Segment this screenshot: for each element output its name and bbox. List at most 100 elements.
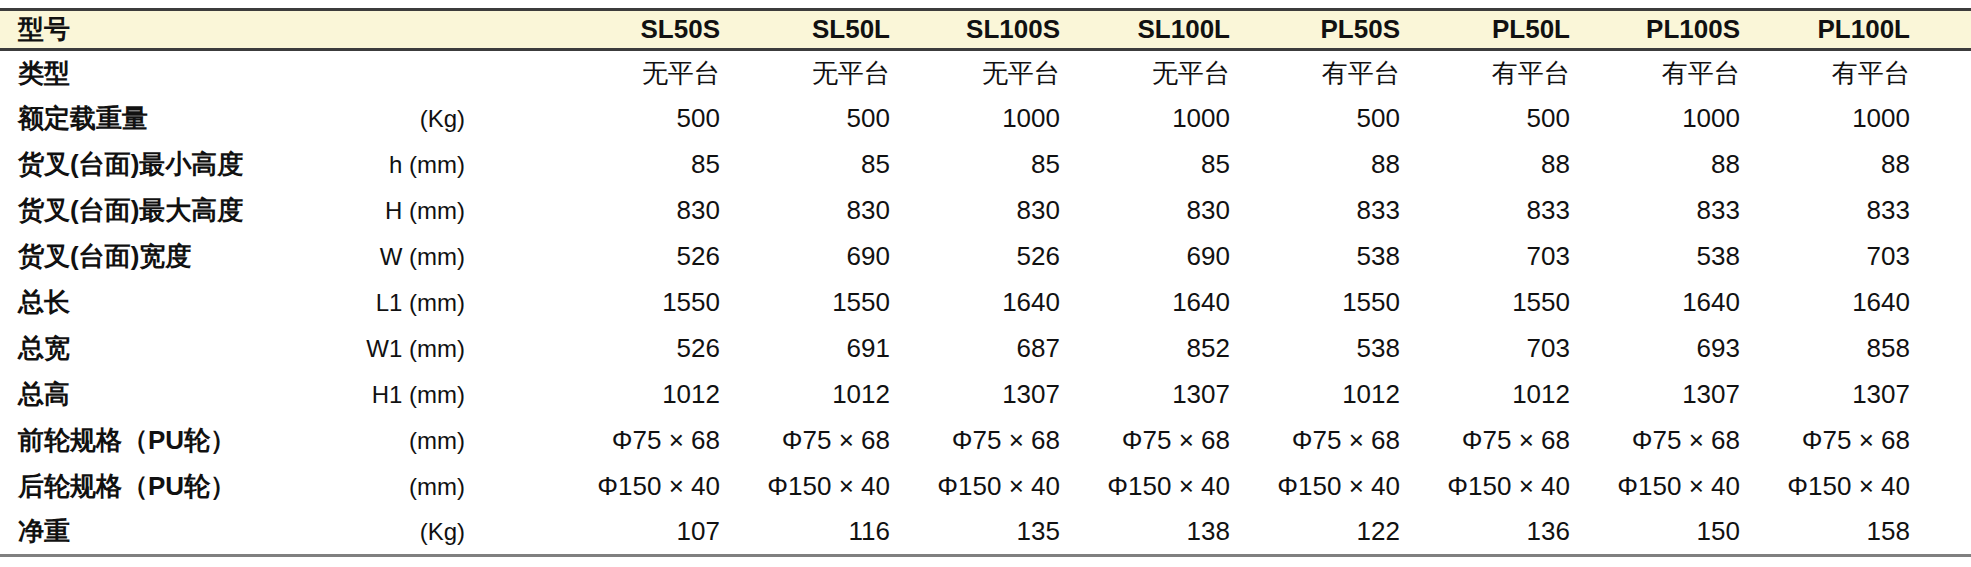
spec-value: Φ75 × 68 (890, 418, 1060, 464)
row-spacer (1910, 142, 1971, 188)
row-spacer (1910, 50, 1971, 96)
table-row: 净重(Kg)107116135138122136150158 (0, 510, 1971, 556)
spec-value: 1640 (890, 280, 1060, 326)
spec-value: 1000 (1570, 96, 1740, 142)
spec-value: 833 (1230, 188, 1400, 234)
spec-value: Φ150 × 40 (1740, 464, 1910, 510)
spec-value: 687 (890, 326, 1060, 372)
table-row: 货叉(台面)宽度W (mm)526690526690538703538703 (0, 234, 1971, 280)
spec-value: 500 (1230, 96, 1400, 142)
table-row: 额定载重量(Kg)5005001000100050050010001000 (0, 96, 1971, 142)
spec-value: 858 (1740, 326, 1910, 372)
spec-sheet: 型号 SL50SSL50LSL100SSL100LPL50SPL50LPL100… (0, 0, 1971, 557)
spec-value: 691 (720, 326, 890, 372)
spec-value: 526 (465, 326, 720, 372)
spec-value: Φ75 × 68 (720, 418, 890, 464)
table-body: 类型无平台无平台无平台无平台有平台有平台有平台有平台额定载重量(Kg)50050… (0, 50, 1971, 556)
spec-label: 总宽 (0, 326, 330, 372)
table-row: 总长L1 (mm)1550155016401640155015501640164… (0, 280, 1971, 326)
spec-value: 1307 (890, 372, 1060, 418)
spec-value: 1640 (1060, 280, 1230, 326)
row-spacer (1910, 280, 1971, 326)
table-row: 类型无平台无平台无平台无平台有平台有平台有平台有平台 (0, 50, 1971, 96)
spec-value: 116 (720, 510, 890, 556)
spec-value: 1012 (1230, 372, 1400, 418)
spec-value: Φ150 × 40 (465, 464, 720, 510)
spec-value: 500 (720, 96, 890, 142)
spec-unit: (mm) (330, 418, 465, 464)
spec-value: 538 (1230, 326, 1400, 372)
spec-value: 85 (720, 142, 890, 188)
spec-value: Φ75 × 68 (1740, 418, 1910, 464)
row-spacer (1910, 96, 1971, 142)
spec-value: Φ75 × 68 (1570, 418, 1740, 464)
spec-value: 88 (1400, 142, 1570, 188)
spec-value: 833 (1400, 188, 1570, 234)
spec-value: 无平台 (1060, 50, 1230, 96)
spec-value: 830 (720, 188, 890, 234)
header-model: SL100S (890, 10, 1060, 50)
spec-value: 538 (1230, 234, 1400, 280)
header-model: PL50S (1230, 10, 1400, 50)
row-spacer (1910, 418, 1971, 464)
spec-value: 1000 (890, 96, 1060, 142)
spec-value: 1307 (1570, 372, 1740, 418)
spec-value: 1012 (720, 372, 890, 418)
spec-value: 1640 (1570, 280, 1740, 326)
spec-value: 有平台 (1570, 50, 1740, 96)
table-row: 总高H1 (mm)1012101213071307101210121307130… (0, 372, 1971, 418)
spec-value: Φ150 × 40 (890, 464, 1060, 510)
spec-value: 690 (1060, 234, 1230, 280)
spec-value: 85 (890, 142, 1060, 188)
header-model-column-title: 型号 (0, 10, 330, 50)
spec-value: 85 (1060, 142, 1230, 188)
spec-value: 有平台 (1400, 50, 1570, 96)
spec-value: 无平台 (720, 50, 890, 96)
spec-value: 830 (1060, 188, 1230, 234)
spec-value: 1307 (1060, 372, 1230, 418)
spec-value: 158 (1740, 510, 1910, 556)
spec-label: 货叉(台面)宽度 (0, 234, 330, 280)
spec-label: 货叉(台面)最大高度 (0, 188, 330, 234)
header-model: SL100L (1060, 10, 1230, 50)
header-model: SL50S (465, 10, 720, 50)
spec-value: 85 (465, 142, 720, 188)
spec-value: 有平台 (1740, 50, 1910, 96)
spec-value: 833 (1740, 188, 1910, 234)
spec-unit: H (mm) (330, 188, 465, 234)
spec-value: 852 (1060, 326, 1230, 372)
spec-value: 88 (1740, 142, 1910, 188)
spec-table: 型号 SL50SSL50LSL100SSL100LPL50SPL50LPL100… (0, 8, 1971, 557)
spec-value: 526 (465, 234, 720, 280)
spec-value: 830 (890, 188, 1060, 234)
spec-value: 122 (1230, 510, 1400, 556)
spec-unit: W (mm) (330, 234, 465, 280)
spec-label: 后轮规格（PU轮） (0, 464, 330, 510)
spec-value: Φ150 × 40 (720, 464, 890, 510)
spec-value: 107 (465, 510, 720, 556)
spec-value: 833 (1570, 188, 1740, 234)
spec-unit: H1 (mm) (330, 372, 465, 418)
spec-value: 88 (1230, 142, 1400, 188)
spec-value: 1550 (1230, 280, 1400, 326)
spec-value: 1000 (1740, 96, 1910, 142)
spec-unit: h (mm) (330, 142, 465, 188)
spec-value: 150 (1570, 510, 1740, 556)
spec-value: Φ75 × 68 (1400, 418, 1570, 464)
spec-label: 类型 (0, 50, 330, 96)
spec-unit: W1 (mm) (330, 326, 465, 372)
spec-value: Φ75 × 68 (465, 418, 720, 464)
spec-unit: (mm) (330, 464, 465, 510)
spec-value: Φ150 × 40 (1060, 464, 1230, 510)
spec-value: 1012 (465, 372, 720, 418)
spec-label: 前轮规格（PU轮） (0, 418, 330, 464)
spec-value: 703 (1400, 326, 1570, 372)
spec-unit (330, 50, 465, 96)
spec-label: 货叉(台面)最小高度 (0, 142, 330, 188)
header-model: PL50L (1400, 10, 1570, 50)
spec-value: 136 (1400, 510, 1570, 556)
spec-value: 538 (1570, 234, 1740, 280)
spec-value: 500 (465, 96, 720, 142)
table-row: 货叉(台面)最大高度H (mm)830830830830833833833833 (0, 188, 1971, 234)
spec-value: 693 (1570, 326, 1740, 372)
